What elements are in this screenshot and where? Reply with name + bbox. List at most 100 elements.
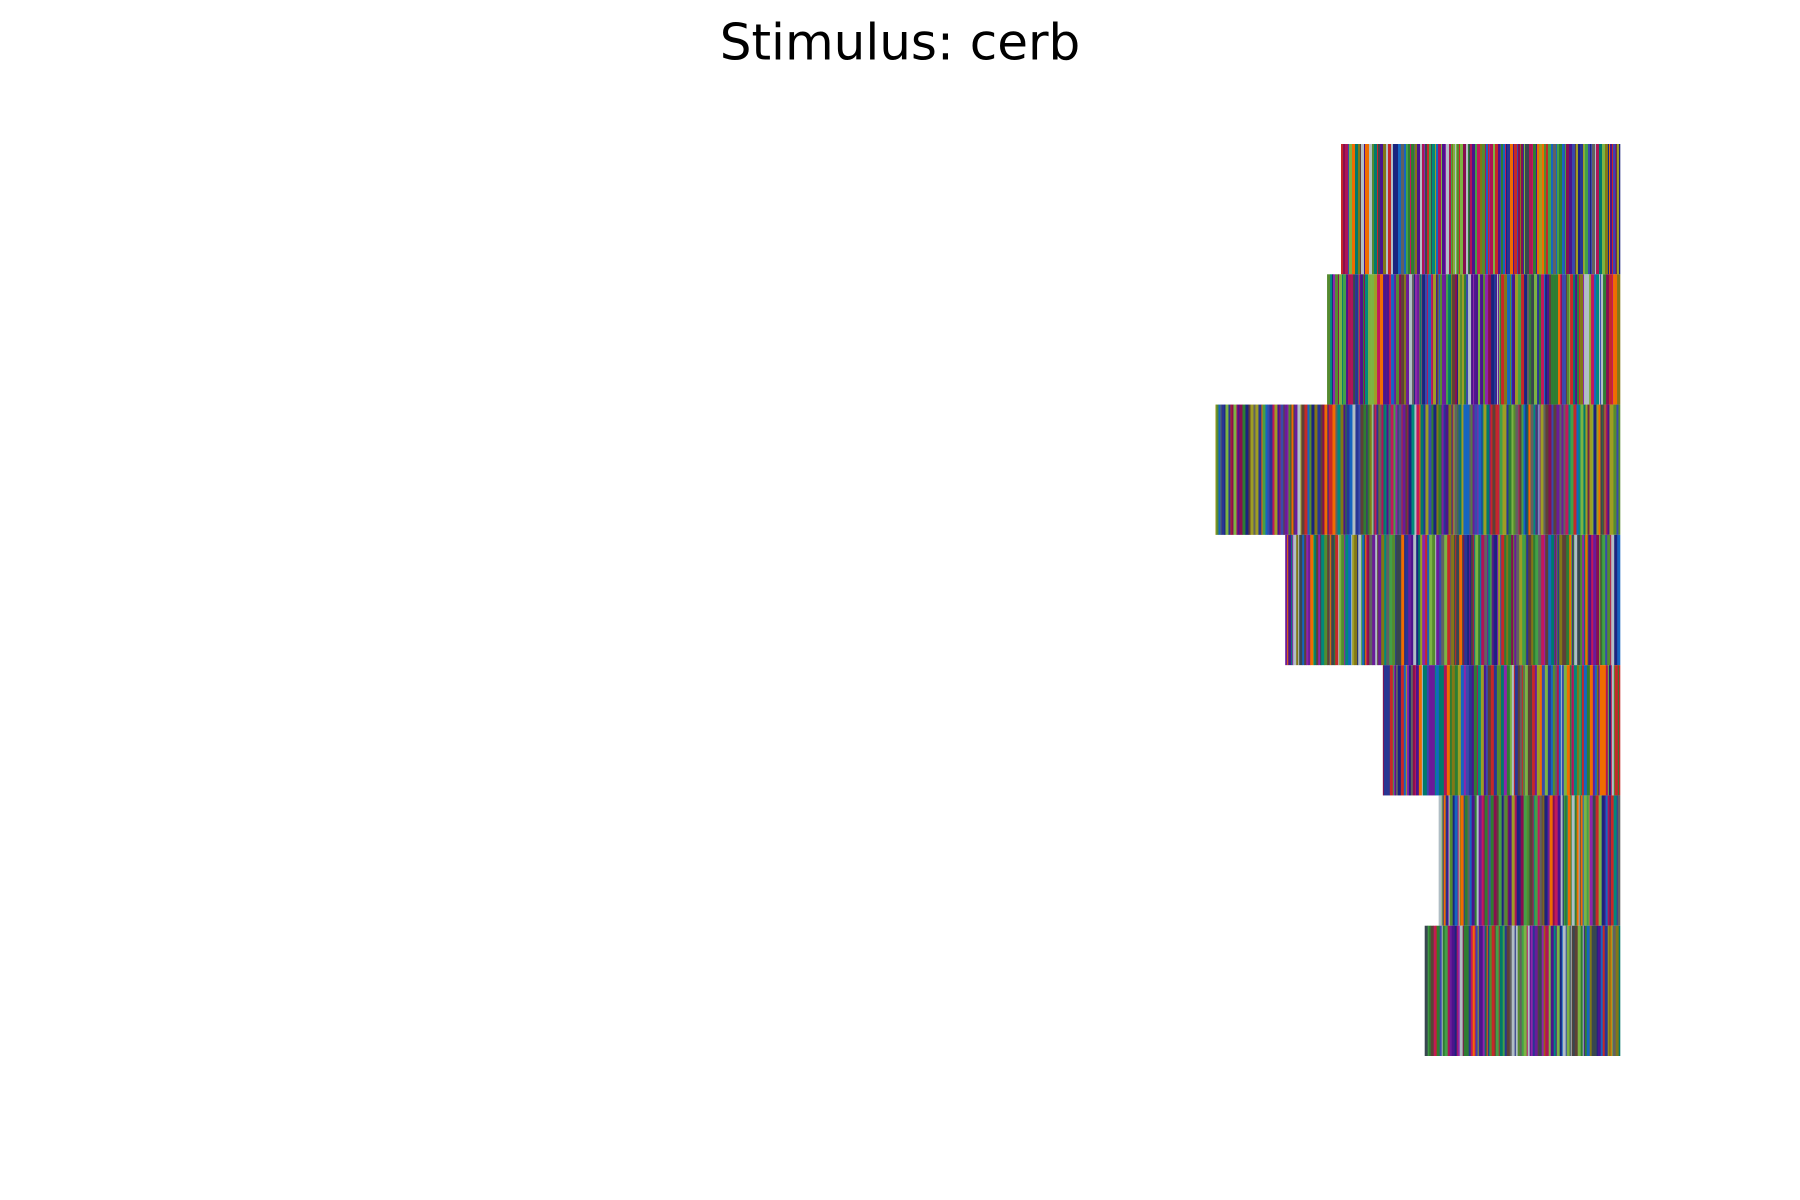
- stripe: [1518, 144, 1521, 275]
- stripe: [1374, 274, 1378, 405]
- stripe: [1463, 665, 1467, 796]
- stripe: [1511, 274, 1513, 405]
- stripe: [1457, 144, 1460, 275]
- stripe: [1481, 404, 1483, 535]
- stripe: [1500, 665, 1505, 796]
- stripe: [1435, 534, 1437, 666]
- stripe: [1570, 665, 1573, 796]
- stripe: [1360, 274, 1364, 405]
- stripe: [1436, 534, 1440, 666]
- stripe: [1555, 925, 1557, 1056]
- stripe: [1514, 925, 1516, 1056]
- stripe: [1379, 404, 1382, 535]
- stripe: [1569, 144, 1573, 275]
- stripe: [1605, 795, 1608, 926]
- stripe: [1393, 144, 1397, 275]
- stripe: [1416, 404, 1420, 535]
- stripe: [1442, 144, 1446, 275]
- stripe: [1548, 534, 1552, 666]
- stripe: [1565, 144, 1567, 275]
- stripe: [1597, 925, 1601, 1056]
- stripe: [1469, 534, 1471, 666]
- stripe: [1406, 144, 1409, 275]
- stripe: [1474, 795, 1477, 926]
- stripe: [1580, 404, 1584, 535]
- stripe: [1513, 534, 1515, 666]
- stripe: [1390, 274, 1392, 405]
- stripe: [1427, 144, 1430, 275]
- stripe: [1237, 404, 1240, 535]
- stripe: [1470, 534, 1472, 666]
- stripe: [1449, 925, 1452, 1056]
- stripe: [1571, 795, 1575, 926]
- stripe: [1529, 795, 1533, 926]
- stripe: [1538, 404, 1540, 535]
- stripe: [1520, 404, 1522, 535]
- stripe: [1613, 144, 1616, 275]
- stripe: [1311, 404, 1315, 535]
- stripe: [1501, 144, 1504, 275]
- stripe: [1583, 144, 1585, 275]
- stripe: [1569, 925, 1571, 1056]
- stripe: [1338, 274, 1340, 405]
- stripe: [1527, 274, 1530, 405]
- stripe: [1375, 534, 1378, 666]
- stripe: [1520, 144, 1522, 275]
- stripe: [1398, 404, 1400, 535]
- stripe: [1395, 665, 1399, 796]
- stripe: [1564, 274, 1567, 405]
- stripe: [1485, 144, 1487, 275]
- stripe: [1510, 795, 1512, 926]
- stripe: [1514, 534, 1517, 666]
- stripe: [1478, 404, 1482, 535]
- stripe: [1383, 534, 1385, 666]
- stripe: [1537, 274, 1540, 405]
- stripe: [1245, 404, 1249, 535]
- stripe: [1343, 404, 1346, 535]
- stripe: [1586, 925, 1590, 1056]
- stripe: [1584, 534, 1586, 666]
- stripe: [1396, 144, 1399, 275]
- stripe: [1577, 534, 1581, 666]
- stripe: [1486, 925, 1488, 1056]
- stripe: [1372, 404, 1374, 535]
- stripe: [1604, 795, 1606, 926]
- stripe: [1467, 534, 1470, 666]
- stripe: [1565, 925, 1567, 1056]
- stripe: [1611, 534, 1615, 666]
- stripe: [1614, 665, 1619, 796]
- stripe: [1496, 274, 1498, 405]
- stripe: [1456, 144, 1458, 275]
- stripe: [1498, 795, 1502, 926]
- stripe: [1396, 534, 1399, 666]
- stripe: [1410, 274, 1413, 405]
- stripe: [1405, 534, 1408, 666]
- stripe: [1541, 665, 1546, 796]
- stripe: [1517, 925, 1520, 1056]
- stripe: [1420, 144, 1423, 275]
- stripe: [1481, 795, 1483, 926]
- stripe: [1597, 665, 1600, 796]
- stripe: [1466, 925, 1469, 1056]
- stripe: [1539, 274, 1542, 405]
- stripe: [1574, 534, 1578, 666]
- stripe: [1431, 404, 1434, 535]
- stripe: [1463, 144, 1467, 275]
- stripe: [1578, 144, 1581, 275]
- stripe: [1404, 144, 1407, 275]
- stripe: [1599, 144, 1603, 275]
- stripe: [1565, 404, 1569, 535]
- stripe: [1279, 404, 1281, 535]
- stripe: [1327, 404, 1329, 535]
- stripe: [1618, 925, 1621, 1056]
- stripe: [1457, 404, 1459, 535]
- stripe: [1487, 665, 1492, 796]
- stripe: [1408, 534, 1412, 666]
- stripe: [1598, 665, 1601, 796]
- stripe: [1365, 144, 1369, 275]
- stripe: [1364, 144, 1366, 275]
- stripe: [1596, 404, 1599, 535]
- stripe: [1367, 404, 1370, 535]
- stripe: [1550, 665, 1554, 796]
- stripe: [1533, 144, 1537, 275]
